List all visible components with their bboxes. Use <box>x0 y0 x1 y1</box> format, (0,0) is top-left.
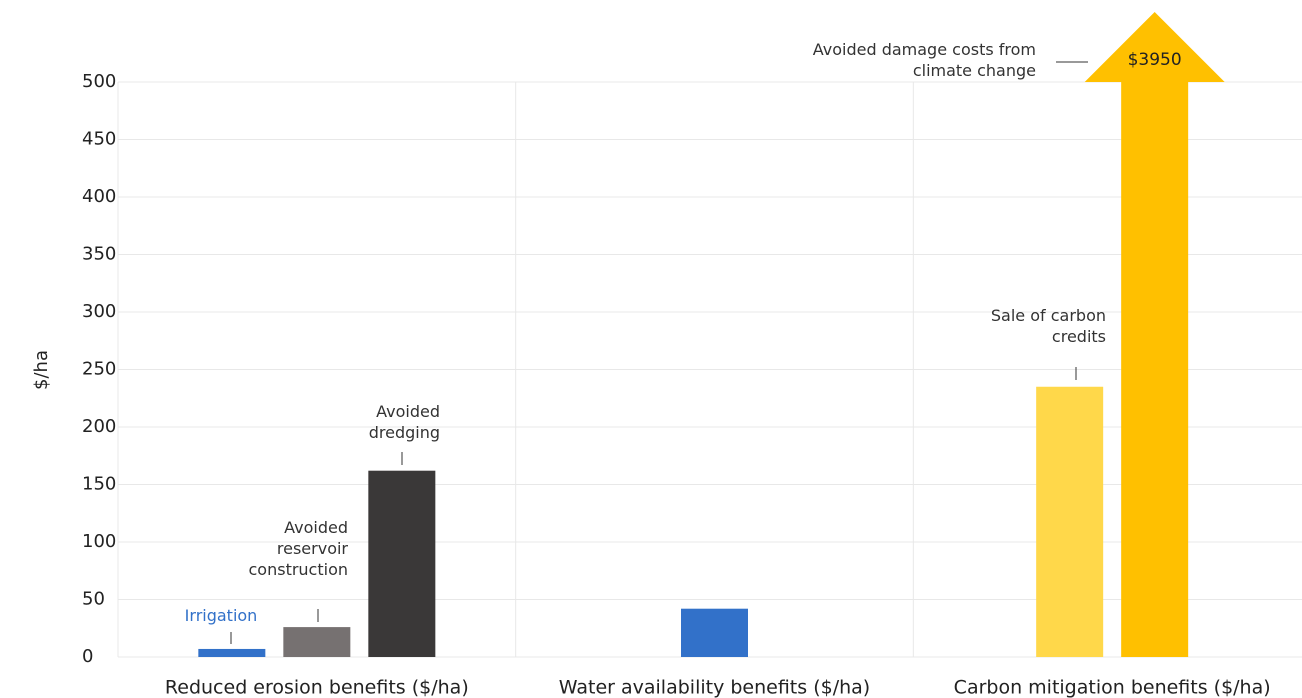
y-axis-label: $/ha <box>31 350 52 390</box>
series-label: Avoided reservoir construction <box>248 518 349 579</box>
y-tick-label: 350 <box>82 244 116 265</box>
y-tick-label: 450 <box>82 129 116 150</box>
y-tick-label: 200 <box>82 416 116 437</box>
arrow-bar <box>1084 12 1225 657</box>
y-tick-label: 400 <box>82 186 116 207</box>
value-label: $3950 <box>1128 50 1182 70</box>
y-tick-label: 50 <box>82 589 105 610</box>
series-label: Avoided dredging <box>368 402 440 442</box>
bar <box>368 470 436 657</box>
y-tick-label: 300 <box>82 301 116 322</box>
series-label: Sale of carbon credits <box>990 306 1106 346</box>
series-label: Avoided damage costs from climate change <box>812 40 1036 80</box>
bar <box>283 627 351 657</box>
bar <box>198 648 266 657</box>
y-tick-label: 100 <box>82 531 116 552</box>
x-tick-label: Water availability benefits ($/ha) <box>559 677 870 698</box>
x-tick-label: Carbon mitigation benefits ($/ha) <box>954 677 1271 698</box>
y-tick-label: 0 <box>82 646 93 667</box>
y-tick-label: 250 <box>82 359 116 380</box>
bar <box>1036 386 1104 657</box>
y-tick-label: 150 <box>82 474 116 495</box>
series-label: Irrigation <box>184 606 258 625</box>
y-tick-label: 500 <box>82 71 116 92</box>
bar <box>681 608 748 657</box>
x-tick-label: Reduced erosion benefits ($/ha) <box>165 677 469 698</box>
